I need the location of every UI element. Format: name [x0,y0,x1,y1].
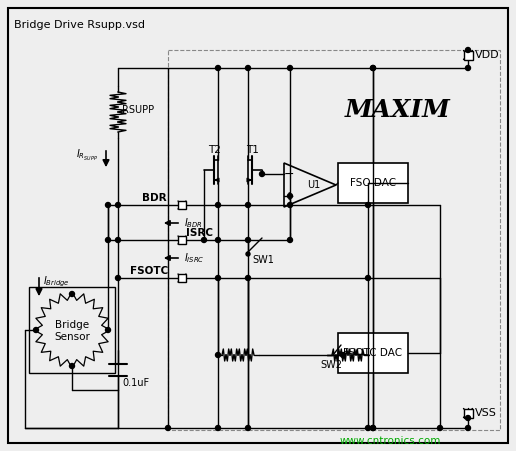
Bar [178,274,186,282]
Circle shape [438,425,443,431]
Circle shape [216,353,220,358]
Bar [338,333,408,373]
Text: www.cntronics.com: www.cntronics.com [340,436,441,446]
Text: Bridge: Bridge [55,320,89,330]
Circle shape [370,65,376,70]
Circle shape [246,276,250,281]
Text: ISRC: ISRC [186,228,213,238]
Text: VSS: VSS [475,408,497,418]
Text: SW1: SW1 [252,255,274,265]
Bar [338,163,408,203]
Circle shape [370,425,376,431]
Bar [463,51,473,60]
Text: BDR: BDR [142,193,167,203]
Text: T1: T1 [246,145,259,155]
Text: Sensor: Sensor [54,332,90,342]
Bar [463,409,473,418]
Bar [178,236,186,244]
Circle shape [365,202,370,207]
Circle shape [105,327,110,332]
Circle shape [246,252,250,256]
Circle shape [116,238,121,243]
Circle shape [246,202,250,207]
Text: RSUPP: RSUPP [122,105,154,115]
Circle shape [465,65,471,70]
Text: 0.1uF: 0.1uF [122,378,149,388]
Circle shape [105,238,110,243]
Circle shape [246,238,250,243]
Circle shape [465,425,471,431]
Text: −: − [284,167,294,180]
Circle shape [287,238,293,243]
Text: $I_{ISRC}$: $I_{ISRC}$ [184,251,205,265]
Circle shape [116,202,121,207]
Circle shape [116,276,121,281]
Text: Bridge Drive Rsupp.vsd: Bridge Drive Rsupp.vsd [14,20,145,30]
Circle shape [365,276,370,281]
Circle shape [370,425,376,431]
Circle shape [216,425,220,431]
Text: FSOTC: FSOTC [130,266,168,276]
Text: $I_{BDR}$: $I_{BDR}$ [184,216,203,230]
Circle shape [70,291,74,296]
Circle shape [70,364,74,368]
Text: VDD: VDD [475,50,499,60]
Circle shape [465,47,471,52]
Circle shape [287,193,293,198]
Circle shape [341,353,346,358]
Text: +: + [284,189,294,202]
Circle shape [287,65,293,70]
Text: U1: U1 [308,180,320,190]
Bar [168,50,500,430]
Circle shape [105,202,110,207]
Circle shape [216,276,220,281]
Circle shape [287,202,293,207]
Text: T2: T2 [207,145,220,155]
Text: SW2: SW2 [320,360,342,370]
Circle shape [260,171,265,176]
Text: MAXIM: MAXIM [345,98,451,122]
Circle shape [365,425,370,431]
Text: FSO DAC: FSO DAC [350,178,396,188]
Circle shape [216,65,220,70]
Circle shape [34,327,39,332]
Bar [29,287,115,373]
Circle shape [216,238,220,243]
Text: $I_{R_{SUPP}}$: $I_{R_{SUPP}}$ [76,147,98,162]
Circle shape [216,202,220,207]
Circle shape [246,425,250,431]
Bar [178,201,186,209]
Text: $I_{Bridge}$: $I_{Bridge}$ [43,275,70,289]
Circle shape [465,415,471,420]
Circle shape [246,65,250,70]
Circle shape [166,425,170,431]
Circle shape [202,238,206,243]
Text: FSOTC DAC: FSOTC DAC [344,348,402,358]
Circle shape [370,65,376,70]
